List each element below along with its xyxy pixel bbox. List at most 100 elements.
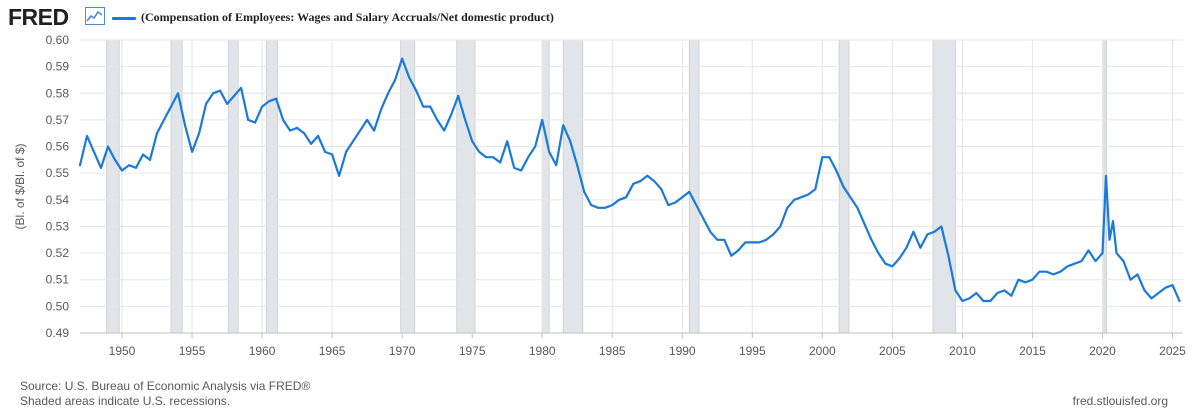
data-point (163, 119, 165, 121)
data-point (688, 190, 691, 193)
data-point (366, 119, 369, 121)
data-point (1105, 174, 1107, 177)
data-point (954, 289, 957, 292)
recession-band (563, 40, 583, 333)
data-point (947, 254, 950, 257)
data-point (1003, 289, 1006, 292)
data-point (422, 105, 425, 108)
data-point (156, 132, 158, 135)
data-point (1101, 252, 1104, 254)
data-point (891, 265, 894, 268)
data-point (569, 140, 572, 143)
data-point (513, 166, 516, 169)
data-point (429, 105, 432, 108)
data-point (254, 121, 256, 124)
data-point (548, 150, 551, 153)
data-point (373, 129, 376, 132)
y-tick-label: 0.53 (46, 219, 70, 233)
data-point (590, 204, 593, 207)
y-axis: 0.49 0.50 0.51 0.52 0.53 0.54 0.55 0.56 0.57 0.58… (46, 33, 70, 340)
data-point (401, 57, 404, 60)
data-point (212, 92, 214, 95)
data-point (1122, 260, 1125, 262)
data-point (177, 92, 179, 95)
data-point (786, 206, 789, 209)
data-point (576, 164, 579, 167)
data-point (520, 169, 523, 172)
data-point (226, 103, 228, 105)
data-point (1045, 270, 1048, 273)
data-point (611, 204, 614, 207)
data-point (408, 76, 411, 79)
x-tick-label: 1960 (249, 344, 276, 358)
data-point (331, 153, 334, 156)
data-point (1136, 273, 1139, 276)
data-point (1115, 252, 1118, 254)
data-point (324, 150, 327, 153)
x-axis: 1950 1955 1960 1965 1970 1975 1980 1985 1990 1995… (80, 332, 1186, 358)
data-point (527, 156, 530, 159)
data-point (1164, 286, 1167, 289)
recession-band (266, 40, 278, 333)
data-point (205, 103, 207, 105)
fred-url-link[interactable]: fred.stlouisfed.org (1072, 394, 1168, 408)
data-point (597, 206, 600, 209)
series-layer (78, 57, 1181, 303)
data-point (1031, 278, 1034, 281)
data-point (870, 238, 873, 241)
data-point (772, 233, 775, 236)
data-point (898, 257, 901, 260)
x-tick-label: 1950 (109, 344, 136, 358)
data-point (695, 204, 698, 207)
data-point (807, 193, 810, 196)
data-point (793, 198, 796, 201)
data-point (275, 97, 277, 100)
data-point (919, 246, 922, 249)
data-point (184, 124, 186, 127)
recession-band (171, 40, 183, 333)
data-point (478, 150, 481, 153)
x-tick-label: 2000 (809, 344, 836, 358)
recession-band (106, 40, 120, 333)
y-tick-label: 0.60 (46, 33, 70, 47)
data-point (863, 222, 866, 225)
data-point (583, 190, 586, 193)
data-point (317, 134, 320, 137)
data-point (660, 188, 663, 191)
data-point (149, 158, 151, 161)
data-point (79, 164, 81, 167)
fred-logo[interactable]: FRED (8, 4, 69, 30)
x-tick-label: 1965 (319, 344, 346, 358)
data-point (975, 292, 978, 294)
data-point (905, 246, 908, 249)
data-point (1080, 260, 1083, 262)
data-point (1087, 249, 1090, 252)
data-point (653, 180, 656, 183)
y-tick-label: 0.57 (46, 113, 70, 127)
recession-band (689, 40, 700, 333)
data-point (1066, 265, 1069, 268)
data-point (506, 140, 509, 143)
x-tick-label: 1995 (739, 344, 766, 358)
data-point (107, 145, 109, 148)
data-point (744, 241, 747, 244)
data-point (1073, 262, 1076, 265)
data-point (338, 174, 341, 177)
data-point (1143, 289, 1146, 292)
data-point (128, 164, 130, 167)
legend-line-swatch (112, 17, 136, 20)
data-point (289, 129, 291, 132)
source-note: Source: U.S. Bureau of Economic Analysis… (20, 379, 311, 393)
data-point (933, 230, 936, 233)
y-tick-label: 0.49 (46, 326, 70, 340)
data-point (415, 89, 418, 92)
data-point (632, 182, 635, 185)
data-point (716, 238, 719, 241)
data-point (821, 156, 824, 159)
x-tick-label: 2025 (1159, 344, 1186, 358)
data-point (681, 196, 684, 199)
data-point (450, 113, 453, 116)
data-point (618, 198, 621, 201)
data-point (1150, 297, 1153, 300)
legend-label: (Compensation of Employees: Wages and Sa… (141, 10, 554, 24)
